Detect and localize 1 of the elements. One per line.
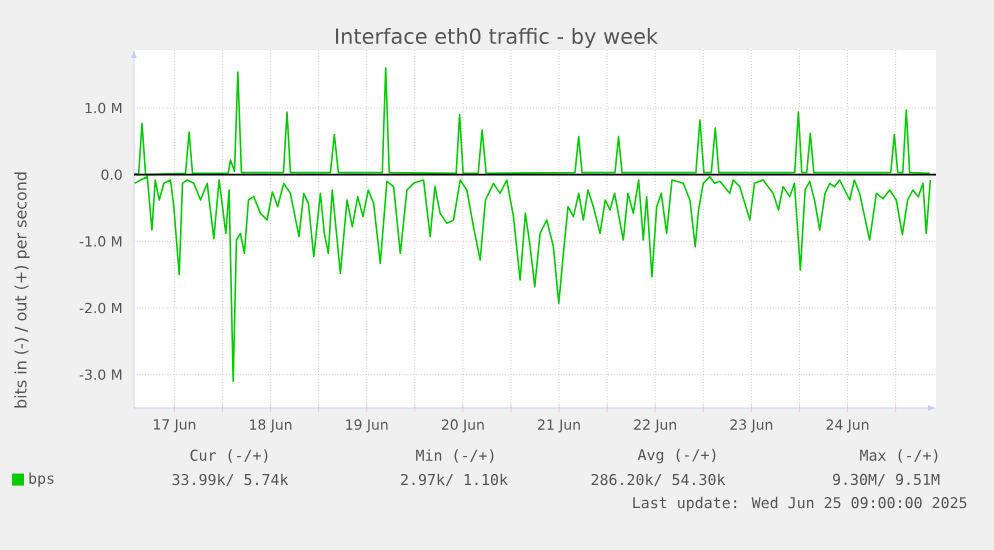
chart-title: Interface eth0 traffic - by week: [336, 27, 658, 49]
